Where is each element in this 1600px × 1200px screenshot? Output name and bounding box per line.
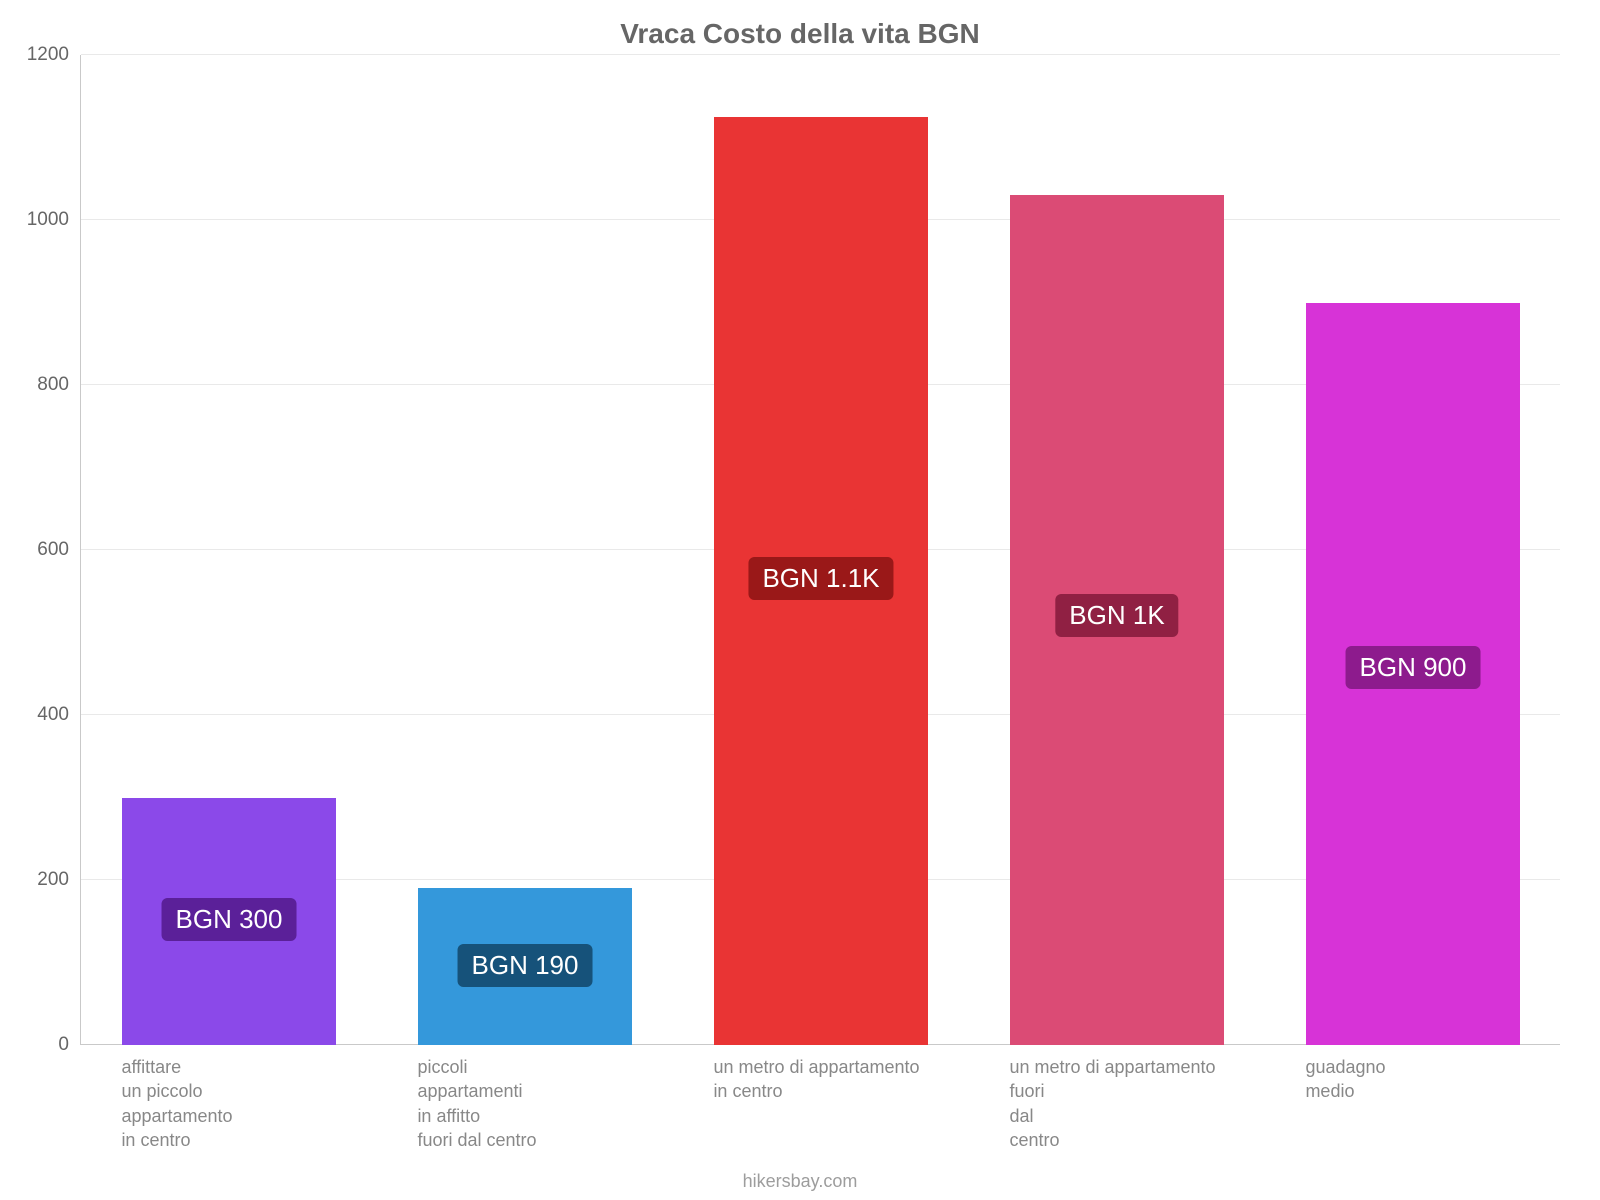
value-badge: BGN 900	[1346, 646, 1481, 689]
y-tick-label: 1200	[27, 44, 81, 66]
value-badge: BGN 1.1K	[748, 557, 893, 600]
y-tick-label: 0	[58, 1034, 81, 1056]
value-badge: BGN 300	[162, 898, 297, 941]
chart-title: Vraca Costo della vita BGN	[0, 18, 1600, 50]
y-tick-label: 400	[37, 704, 81, 726]
x-tick-label: piccoli appartamenti in affitto fuori da…	[417, 1055, 670, 1152]
x-tick-label: guadagno medio	[1305, 1055, 1558, 1104]
grid-line	[81, 54, 1560, 55]
bar: BGN 1.1K	[714, 117, 927, 1045]
y-tick-label: 200	[37, 869, 81, 891]
cost-of-living-chart: Vraca Costo della vita BGN 0 200 400 600 800…	[0, 0, 1600, 1200]
x-tick-label: un metro di appartamento fuori dal centr…	[1009, 1055, 1262, 1152]
y-tick-label: 800	[37, 374, 81, 396]
bar: BGN 900	[1306, 303, 1519, 1046]
bar: BGN 190	[418, 888, 631, 1045]
value-badge: BGN 190	[458, 944, 593, 987]
plot-area: 020040060080010001200BGN 300BGN 190BGN 1…	[80, 55, 1560, 1045]
y-tick-label: 600	[37, 539, 81, 561]
x-tick-label: un metro di appartamento in centro	[713, 1055, 966, 1104]
bar: BGN 1K	[1010, 195, 1223, 1045]
bar: BGN 300	[122, 798, 335, 1046]
credit-text: hikersbay.com	[0, 1171, 1600, 1192]
value-badge: BGN 1K	[1055, 594, 1178, 637]
x-tick-label: affittare un piccolo appartamento in cen…	[121, 1055, 374, 1152]
y-tick-label: 1000	[27, 209, 81, 231]
